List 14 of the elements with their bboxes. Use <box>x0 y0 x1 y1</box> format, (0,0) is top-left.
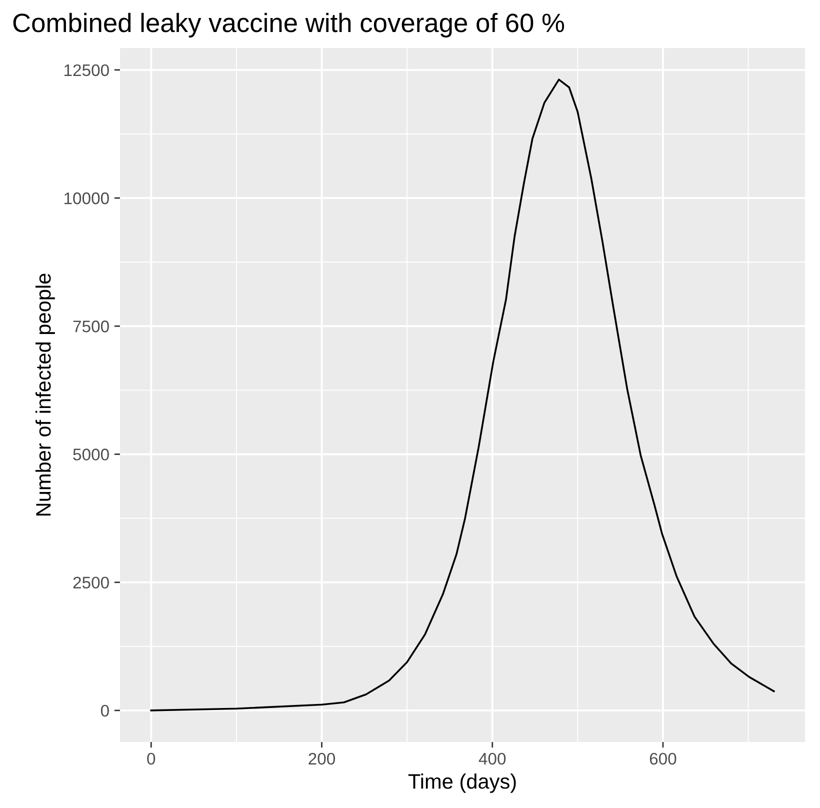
x-tick-label: 400 <box>478 752 506 765</box>
y-tick-label: 10000 <box>64 192 109 204</box>
y-tick-label: 12500 <box>64 64 109 76</box>
line-series <box>150 78 775 712</box>
y-tick-label: 5000 <box>73 448 109 460</box>
y-tick-label: 7500 <box>73 320 109 332</box>
x-tick-label: 0 <box>147 752 156 765</box>
x-axis-title: Time (days) <box>408 774 516 793</box>
y-axis-title: Number of infected people <box>35 274 55 516</box>
x-tick-label: 200 <box>308 752 335 765</box>
y-tick-label: 0 <box>100 704 109 717</box>
chart-title: Combined leaky vaccine with coverage of 60 % <box>13 12 564 38</box>
y-tick-label: 2500 <box>73 576 109 589</box>
x-tick-label: 600 <box>650 752 676 765</box>
